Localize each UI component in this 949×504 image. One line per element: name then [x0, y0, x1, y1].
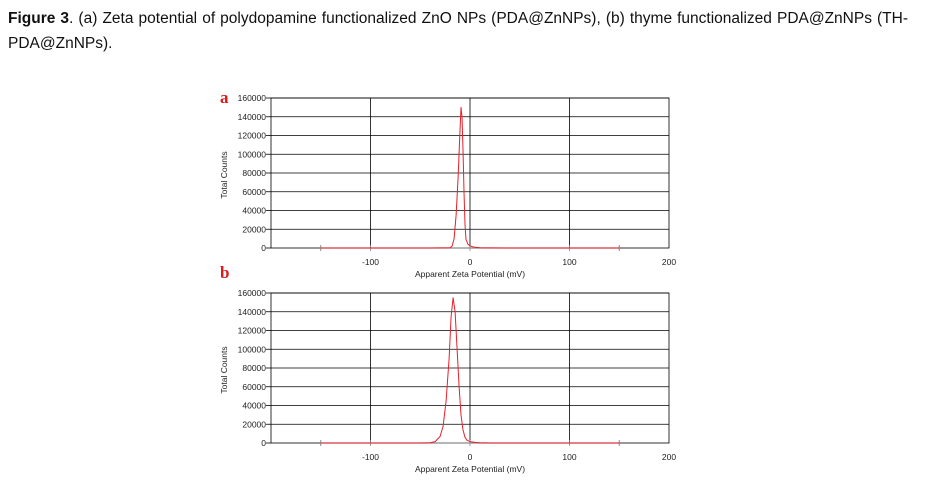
- panel-a-series-0-line: [320, 106, 620, 249]
- panel-a-ytick-label-5: 100000: [238, 149, 267, 159]
- panel-b-xtick-label-3: 200: [662, 452, 676, 462]
- figure-caption: Figure 3. (a) Zeta potential of polydopa…: [8, 6, 908, 56]
- panel-a-ytick-label-2: 40000: [242, 206, 266, 216]
- figure-caption-text: . (a) Zeta potential of polydopamine fun…: [8, 10, 909, 52]
- panel-a-ytick-label-0: 0: [261, 243, 266, 253]
- panel-b-ytick-label-2: 40000: [242, 401, 266, 411]
- panel-b-ytick-label-1: 20000: [242, 419, 266, 429]
- panel-a-xtick-label-3: 200: [662, 257, 676, 267]
- panel-b-x-axis-label: Apparent Zeta Potential (mV): [415, 464, 525, 474]
- panel-a-y-axis-label: Total Counts: [219, 151, 229, 198]
- figure-label: Figure 3: [8, 10, 70, 27]
- panel-a-ytick-label-7: 140000: [238, 112, 267, 122]
- panel-b-ytick-label-4: 80000: [242, 363, 266, 373]
- panel-a-ytick-label-4: 80000: [242, 168, 266, 178]
- panel-b-ytick-label-8: 160000: [238, 288, 267, 298]
- panel-b-xtick-label-2: 100: [562, 452, 576, 462]
- panel-b-xtick-label-0: -100: [362, 452, 379, 462]
- panel-b-series-0-line: [320, 297, 620, 444]
- panel-a-xtick-label-1: 0: [468, 257, 473, 267]
- panel-b-ytick-label-6: 120000: [238, 326, 267, 336]
- panel-a-x-axis-label: Apparent Zeta Potential (mV): [415, 269, 525, 279]
- panel-a-xtick-label-2: 100: [562, 257, 576, 267]
- panel-b-ytick-label-0: 0: [261, 438, 266, 448]
- panel-a-ytick-label-1: 20000: [242, 224, 266, 234]
- panel-a-xtick-label-0: -100: [362, 257, 379, 267]
- panel-b-label: b: [220, 263, 229, 282]
- panel-b-ytick-label-7: 140000: [238, 307, 267, 317]
- panel-a-ytick-label-6: 120000: [238, 131, 267, 141]
- panel-a-ytick-label-8: 160000: [238, 93, 267, 103]
- panel-b-ytick-label-3: 60000: [242, 382, 266, 392]
- panel-b-y-axis-label: Total Counts: [219, 346, 229, 393]
- panel-a-label: a: [220, 88, 229, 107]
- panel-a-ytick-label-3: 60000: [242, 187, 266, 197]
- panel-b-ytick-label-5: 100000: [238, 344, 267, 354]
- panel-b-xtick-label-1: 0: [468, 452, 473, 462]
